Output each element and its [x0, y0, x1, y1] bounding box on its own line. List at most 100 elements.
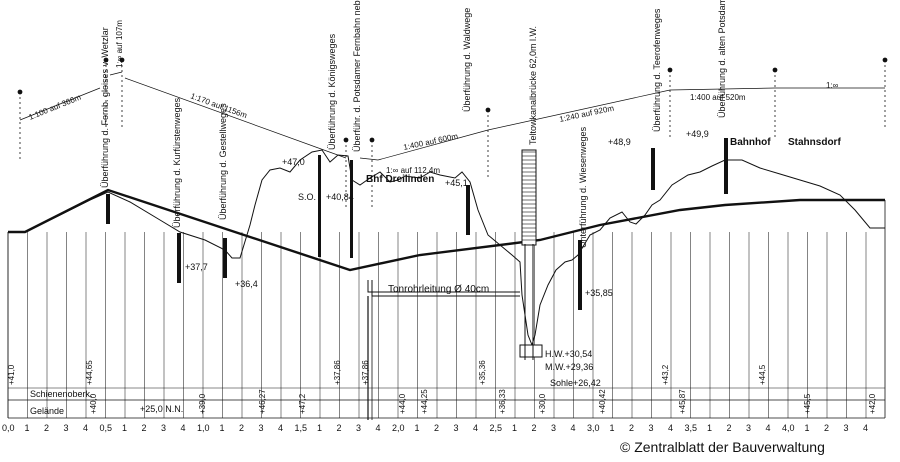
row-terrain: Gelände: [30, 406, 64, 416]
bar-gestellweg: [223, 238, 227, 278]
km-minor: 2: [824, 423, 829, 433]
km-major: 3,5: [685, 423, 698, 433]
km-minor: 4: [181, 423, 186, 433]
km-minor: 2: [434, 423, 439, 433]
height-h3: +40,0: [89, 393, 98, 414]
elevation-callouts: +47,0 +40,84 S.O. +45,1 +48,9 +49,9 +37,…: [185, 129, 709, 388]
place-bhf: Bhf Dreilinden: [366, 174, 434, 185]
gradient-label-6: 1:240 auf 920m: [559, 104, 616, 124]
breakpoint-dot: [369, 137, 375, 143]
km-minor: 4: [83, 423, 88, 433]
km-minor: 2: [629, 423, 634, 433]
height-h12: +36,33: [498, 389, 507, 414]
km-minor: 3: [64, 423, 69, 433]
gradient-label-8: 1:∞: [826, 81, 839, 90]
elev-45-1: +45,1: [445, 178, 468, 188]
elev-47-0: +47,0: [282, 157, 305, 167]
km-minor: 4: [668, 423, 673, 433]
elev-36-4: +36,4: [235, 279, 258, 289]
km-minor: 3: [551, 423, 556, 433]
bar-wetzlar: [106, 194, 110, 224]
bar-kurfuerstenweg: [177, 233, 181, 283]
km-major: 4,0: [782, 423, 795, 433]
km-minor: 1: [707, 423, 712, 433]
label-wiesenweg: Unterführung d. Wiesenweges: [578, 126, 588, 248]
canal-bridge-pier: [521, 149, 537, 246]
km-minor: 1: [415, 423, 420, 433]
km-major: 0,0: [2, 423, 15, 433]
height-h8: +37,86: [361, 360, 370, 385]
label-wetzlar: Überführung d. Fernb. gleises v. Wetzlar: [100, 27, 110, 188]
bar-potsdamer-landstr: [724, 138, 728, 194]
km-minor: 2: [337, 423, 342, 433]
label-teltowkanal: Teltowkanalbrücke 62,0m l.W.: [528, 26, 538, 145]
km-major: 2,5: [490, 423, 503, 433]
label-gestellweg: Überführung d. Gestellweges: [218, 103, 228, 220]
bottom-table: [7, 200, 886, 419]
height-h16: +45,87: [678, 389, 687, 414]
km-minor: 3: [161, 423, 166, 433]
bar-koenigsweg: [318, 155, 321, 257]
elev-49-9: +49,9: [686, 129, 709, 139]
copyright-text: © Zentralblatt der Bauverwaltung: [620, 439, 825, 455]
station-gridlines: [7, 232, 867, 418]
bar-potsdamer-fernbahn: [350, 160, 353, 258]
km-minor: 3: [259, 423, 264, 433]
gradient-label-5: 1:400 auf 600m: [403, 132, 460, 152]
label-potsdamer-landstr: Überführung d. alten Potsdamer Landstr.: [717, 0, 727, 118]
km-minor: 1: [122, 423, 127, 433]
km-minor: 4: [278, 423, 283, 433]
km-minor: 4: [863, 423, 868, 433]
km-minor: 1: [220, 423, 225, 433]
height-h7: +37,86: [333, 360, 342, 385]
bar-wiesenweg: [578, 240, 582, 310]
breakpoint-dot: [343, 137, 349, 143]
km-minor: 1: [317, 423, 322, 433]
height-h6: +47,2: [298, 393, 307, 414]
km-minor: 4: [571, 423, 576, 433]
canal-bottom-box: [519, 344, 543, 358]
km-major: 1,0: [197, 423, 210, 433]
breakpoint-dot: [485, 107, 491, 113]
structure-bars: [106, 138, 728, 310]
km-major: 0,5: [100, 423, 113, 433]
elev-37-7: +37,7: [185, 262, 208, 272]
elev-40-84: +40,84: [326, 192, 354, 202]
breakpoint-dot: [17, 89, 23, 95]
km-minor: 3: [649, 423, 654, 433]
terrain-profile: [8, 149, 885, 347]
height-h17: +44,5: [758, 364, 767, 385]
height-h18: +45,5: [803, 393, 812, 414]
elev-sohle: Sohle+26,42: [550, 378, 601, 388]
pipe-label: Tonrohrleitung Ø 40cm: [388, 284, 489, 295]
bar-teerofenweg: [651, 148, 655, 190]
gradient-label-7: 1:400 auf 520m: [690, 93, 746, 102]
height-h2: +44,65: [85, 360, 94, 385]
height-h5: +46,27: [258, 389, 267, 414]
height-h15: +43,2: [661, 364, 670, 385]
gradient-label-1: 1:100 auf 366m: [27, 93, 82, 122]
km-minor: 3: [746, 423, 751, 433]
km-minor: 3: [454, 423, 459, 433]
km-major: 1,5: [295, 423, 308, 433]
label-waldweg: Überführung d. Waldwege: [462, 8, 472, 112]
label-potsdamer-fernbahn: Überführ. d. Potsdamer Fernbahn nebst Se…: [352, 0, 362, 152]
km-minor: 2: [532, 423, 537, 433]
height-h14: +40,42: [598, 389, 607, 414]
height-h19: +42,0: [868, 393, 877, 414]
km-minor: 1: [805, 423, 810, 433]
elev-hw: H.W.+30,54: [545, 349, 592, 359]
breakpoint-dot: [882, 57, 888, 63]
km-minor: 3: [356, 423, 361, 433]
elev-48-9: +48,9: [608, 137, 631, 147]
km-major: 3,0: [587, 423, 600, 433]
km-minor: 1: [610, 423, 615, 433]
height-h11: +35,36: [478, 360, 487, 385]
rail-profile: [8, 188, 885, 272]
height-h10: +44,25: [420, 389, 429, 414]
km-minor: 4: [766, 423, 771, 433]
row-rail: Schienenoberk.: [30, 389, 93, 399]
gradient-lines: [19, 71, 885, 161]
teltow-canal: [519, 149, 543, 360]
